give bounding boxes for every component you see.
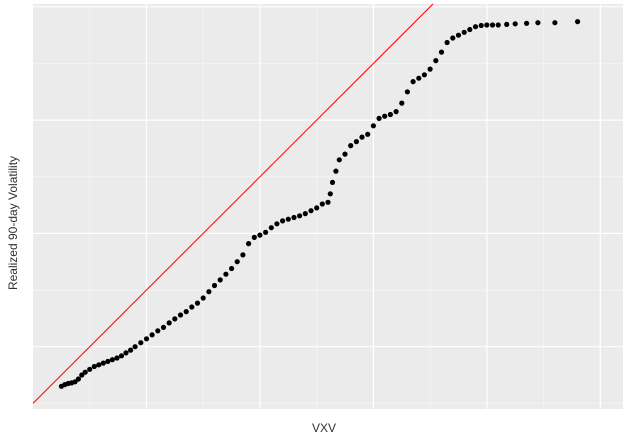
data-point <box>462 30 467 35</box>
data-point <box>394 109 399 114</box>
data-point <box>161 325 166 330</box>
data-point <box>223 272 228 277</box>
data-point <box>513 21 518 26</box>
data-point <box>184 309 189 314</box>
data-point <box>445 40 450 45</box>
data-point <box>218 277 223 282</box>
data-point <box>105 359 110 364</box>
data-point <box>473 24 478 29</box>
data-point <box>484 22 489 27</box>
data-point <box>229 266 234 271</box>
data-point <box>439 50 444 55</box>
data-point <box>189 304 194 309</box>
data-point <box>467 27 472 32</box>
data-point <box>422 72 427 77</box>
y-axis-title: Realized 90-day Volatility <box>6 156 20 290</box>
data-point <box>119 353 124 358</box>
data-point <box>325 200 330 205</box>
data-point <box>274 221 279 226</box>
data-point <box>433 58 438 63</box>
data-point <box>524 21 529 26</box>
data-point <box>155 328 160 333</box>
data-point <box>496 22 501 27</box>
data-point <box>257 233 262 238</box>
data-point <box>206 289 211 294</box>
data-point <box>535 20 540 25</box>
data-point <box>388 112 393 117</box>
data-point <box>178 312 183 317</box>
data-point <box>246 241 251 246</box>
data-point <box>110 357 115 362</box>
data-point <box>303 211 308 216</box>
data-point <box>138 340 143 345</box>
data-point <box>280 218 285 223</box>
data-point <box>291 215 296 220</box>
data-point <box>337 157 342 162</box>
data-point <box>405 89 410 94</box>
data-point <box>575 19 580 24</box>
data-point <box>333 169 338 174</box>
data-point <box>96 362 101 367</box>
data-point <box>172 316 177 321</box>
data-point <box>195 301 200 306</box>
data-point <box>504 22 509 27</box>
data-point <box>101 361 106 366</box>
data-point <box>490 22 495 27</box>
x-axis-title: VXV <box>0 421 623 435</box>
data-point <box>552 20 557 25</box>
data-point <box>371 123 376 128</box>
data-point <box>150 332 155 337</box>
data-point <box>348 143 353 148</box>
data-point <box>240 252 245 257</box>
data-point <box>133 344 138 349</box>
data-point <box>87 367 92 372</box>
data-point <box>144 336 149 341</box>
data-point <box>114 355 119 360</box>
data-point <box>411 79 416 84</box>
data-point <box>399 101 404 106</box>
data-point <box>212 283 217 288</box>
data-point <box>201 295 206 300</box>
data-point <box>328 191 333 196</box>
data-point <box>76 376 81 381</box>
data-point <box>450 35 455 40</box>
data-point <box>235 259 240 264</box>
data-point <box>123 350 128 355</box>
data-point <box>167 320 172 325</box>
data-point <box>365 132 370 137</box>
data-point <box>83 370 88 375</box>
data-point <box>382 114 387 119</box>
data-point <box>314 205 319 210</box>
data-point <box>263 230 268 235</box>
data-point <box>359 135 364 140</box>
data-point <box>297 213 302 218</box>
data-point <box>269 225 274 230</box>
data-point <box>428 67 433 72</box>
data-point <box>479 23 484 28</box>
data-point <box>416 76 421 81</box>
data-point <box>92 364 97 369</box>
data-point <box>128 348 133 353</box>
data-point <box>330 180 335 185</box>
data-point <box>456 33 461 38</box>
data-point <box>308 208 313 213</box>
plot-panel <box>33 4 623 409</box>
data-point <box>354 139 359 144</box>
data-point <box>286 217 291 222</box>
data-point <box>320 201 325 206</box>
data-point <box>377 116 382 121</box>
data-point <box>252 235 257 240</box>
data-point <box>342 152 347 157</box>
